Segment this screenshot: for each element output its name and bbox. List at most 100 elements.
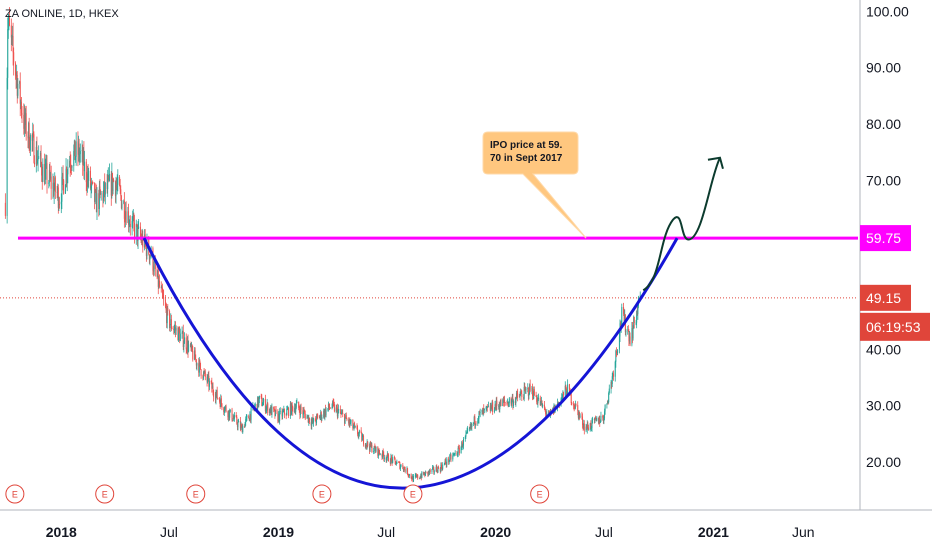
earnings-marker[interactable]: E: [403, 484, 423, 504]
candle-body: [290, 403, 292, 415]
candle-body: [628, 331, 630, 342]
candle-body: [511, 397, 513, 401]
price-tags: 59.75 49.15 06:19:53: [860, 225, 930, 341]
candle-body: [225, 406, 227, 412]
candle-body: [499, 399, 501, 407]
candle-body: [127, 211, 129, 223]
candle-body: [479, 412, 481, 413]
candle-body: [633, 316, 635, 323]
candle-body: [291, 403, 293, 415]
candle-body: [175, 328, 177, 331]
candle-body: [608, 392, 610, 403]
time-scale[interactable]: [0, 511, 860, 550]
candle-body: [400, 464, 402, 467]
candle-body: [265, 409, 267, 412]
candle-body: [428, 471, 430, 473]
candle-body: [316, 415, 318, 423]
candle-body: [383, 454, 385, 459]
candle-body: [366, 441, 368, 447]
candle-body: [229, 411, 231, 418]
callout-text-line: 70 in Sept 2017: [490, 153, 563, 164]
candle-body: [435, 467, 437, 472]
time-tick-label: 2019: [263, 524, 294, 540]
earnings-marker[interactable]: E: [312, 484, 332, 504]
candle-body: [620, 323, 622, 327]
candle-body: [561, 394, 563, 398]
candle-body: [611, 382, 613, 385]
candle-body: [269, 408, 271, 413]
earnings-marker[interactable]: E: [5, 484, 25, 504]
candle-body: [373, 445, 375, 452]
candle-body: [625, 330, 627, 333]
candle-body: [432, 467, 434, 470]
candle-body: [277, 413, 279, 422]
time-tick-label: Jul: [377, 524, 395, 540]
candle-body: [25, 113, 27, 125]
candle-body: [457, 454, 459, 456]
forecast-arrow[interactable]: [642, 157, 721, 292]
candle-body: [633, 316, 635, 329]
candle-body: [424, 473, 426, 476]
candle-body: [306, 416, 308, 419]
candle-body: [288, 408, 290, 416]
candle-body: [66, 168, 68, 180]
candle-body: [21, 112, 23, 115]
candle-body: [591, 419, 593, 428]
candle-body: [517, 393, 519, 397]
candle-body: [329, 408, 331, 409]
price-callout[interactable]: IPO price at 59. 70 in Sept 2017: [482, 131, 587, 239]
candle-body: [592, 418, 594, 420]
candle-body: [237, 422, 239, 427]
candle-body: [153, 270, 155, 272]
candle-body: [214, 396, 216, 400]
candle-body: [88, 170, 90, 181]
resistance-price-tag[interactable]: [860, 225, 911, 252]
candle-body: [20, 101, 22, 104]
candle-body: [348, 419, 350, 424]
candle-body: [211, 381, 213, 389]
candle-body: [386, 457, 388, 461]
candle-body: [287, 408, 289, 410]
candle-body: [132, 215, 134, 219]
candle-body: [404, 467, 406, 470]
candle-body: [27, 136, 29, 139]
cup-curve[interactable]: [142, 237, 679, 490]
price-scale[interactable]: [860, 0, 932, 510]
candle-body: [370, 444, 372, 447]
candle-body: [61, 173, 63, 177]
candle-body: [452, 455, 454, 460]
candle-body: [475, 423, 477, 425]
candle-body: [261, 397, 263, 406]
candle-body: [33, 134, 35, 163]
candle-body: [120, 189, 122, 196]
candle-body: [579, 415, 581, 417]
candle-body: [598, 417, 600, 424]
candle-body: [419, 477, 421, 479]
candle-body: [637, 306, 639, 315]
candle-body: [583, 423, 585, 428]
candle-body: [245, 418, 247, 423]
candle-body: [631, 327, 633, 345]
candle-body: [295, 407, 297, 412]
earnings-marker[interactable]: E: [530, 484, 550, 504]
earnings-marker[interactable]: E: [95, 484, 115, 504]
candle-body: [40, 153, 42, 165]
candle-body: [418, 477, 420, 479]
candle-body: [174, 327, 176, 329]
candle-body: [602, 417, 604, 421]
candle-body: [536, 397, 538, 402]
candle-body: [275, 409, 277, 412]
candle-body: [583, 423, 585, 431]
candle-body: [396, 461, 398, 464]
candle-body: [606, 403, 608, 405]
candle-body: [383, 457, 385, 459]
candle-body: [515, 393, 517, 399]
candle-body: [36, 160, 38, 164]
earnings-marker[interactable]: E: [186, 484, 206, 504]
price-tag-label: 59.75: [866, 230, 901, 246]
last-price-tag[interactable]: [860, 284, 911, 311]
candle-body: [508, 398, 510, 404]
candle-body: [495, 404, 497, 408]
candle-body: [15, 75, 17, 77]
